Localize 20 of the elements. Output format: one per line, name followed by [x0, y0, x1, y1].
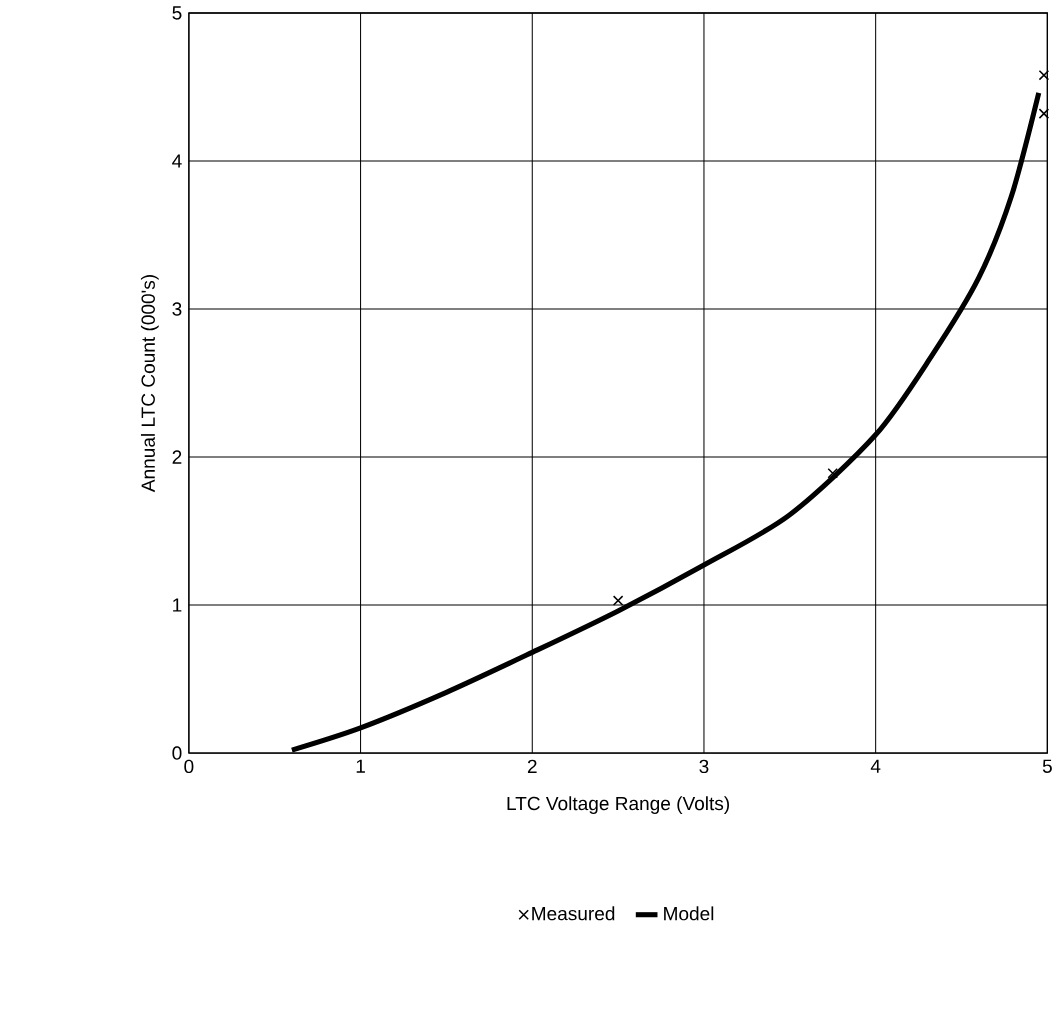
x-tick-label: 4 — [870, 759, 881, 773]
legend-label: Measured — [532, 906, 615, 921]
x-tick-label: 2 — [527, 759, 537, 774]
y-axis-title: Annual LTC Count (000's) — [140, 275, 159, 493]
point — [1038, 108, 1050, 120]
x-axis-title: LTC Voltage Range (Volts) — [507, 796, 729, 815]
y-tick-label: 2 — [172, 450, 182, 464]
y-tick-label: 1 — [173, 598, 182, 612]
point — [827, 468, 838, 479]
y-tick-label: 5 — [172, 6, 182, 20]
point — [612, 595, 624, 607]
y-tick-label: 3 — [172, 302, 182, 316]
x-tick-label: 5 — [1042, 759, 1052, 774]
x-tick-label: 1 — [356, 759, 365, 773]
legend-label: Model — [664, 906, 714, 921]
x-tick-label: 3 — [699, 759, 709, 774]
x-tick-label: 0 — [184, 759, 194, 774]
y-tick-label: 4 — [172, 154, 182, 168]
y-tick-label: 0 — [172, 746, 182, 760]
point — [1038, 70, 1050, 81]
